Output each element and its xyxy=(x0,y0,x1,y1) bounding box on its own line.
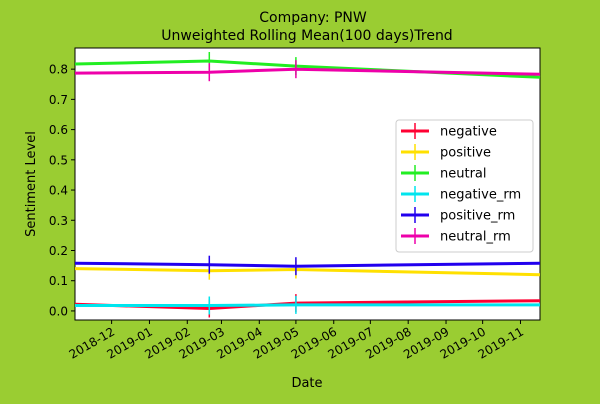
legend-label-neutral_rm: neutral_rm xyxy=(440,230,511,245)
y-tick-label: 0.2 xyxy=(49,244,68,258)
y-tick-label: 0.0 xyxy=(49,304,68,318)
series-line-positive_rm xyxy=(74,261,541,268)
legend-label-negative: negative xyxy=(440,125,497,140)
y-tick-label: 0.1 xyxy=(49,274,68,288)
y-tick-label: 0.5 xyxy=(49,153,68,167)
series-line-negative_rm xyxy=(75,303,540,307)
y-tick-label: 0.4 xyxy=(49,184,68,198)
chart-title-line-1: Company: PNW xyxy=(259,10,367,26)
series-line-neutral_rm xyxy=(74,67,541,76)
legend-label-neutral: neutral xyxy=(440,167,487,182)
series-layer xyxy=(74,52,541,318)
legend-label-positive_rm: positive_rm xyxy=(440,209,515,224)
legend: negative positive neutral negative_rmpositi… xyxy=(395,119,534,253)
y-axis-label: Sentiment Level xyxy=(24,131,39,237)
y-tick-label: 0.8 xyxy=(49,63,68,77)
y-tick-label: 0.3 xyxy=(49,214,68,228)
y-tick-label: 0.6 xyxy=(49,123,68,137)
x-axis: 2018-122019-012019-022019-032019-042019-… xyxy=(67,320,526,362)
chart-title-line-2: Unweighted Rolling Mean(100 days)Trend xyxy=(161,28,452,44)
legend-label-negative_rm: negative_rm xyxy=(440,188,521,203)
x-axis-label: Date xyxy=(291,376,322,391)
y-tick-label: 0.7 xyxy=(49,93,68,107)
legend-label-positive: positive xyxy=(440,146,491,161)
series-line-positive xyxy=(74,267,541,277)
y-axis: 0.0 0.1 0.2 0.3 0.4 0.5 0.6 0.7 0.8 xyxy=(49,63,75,318)
legend-box xyxy=(395,119,534,253)
